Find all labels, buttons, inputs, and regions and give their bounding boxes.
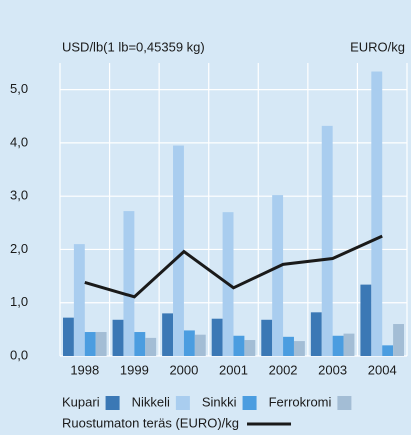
y-tick-label: 1,0 (10, 294, 28, 309)
y-axis-label-left: USD/lb(1 lb=0,45359 kg) (62, 39, 205, 54)
bar (321, 125, 333, 356)
legend-label: Kupari (62, 394, 100, 409)
line (84, 234, 383, 299)
legend-label: Nikkeli (132, 394, 170, 409)
bar (382, 345, 394, 356)
bar (173, 145, 184, 356)
bar (371, 71, 383, 357)
bar (310, 312, 322, 356)
legend-swatch (175, 396, 190, 410)
x-tick-label: 1998 (70, 362, 99, 377)
bar (162, 313, 174, 356)
x-tick-label: 2003 (318, 362, 347, 377)
x-tick-label: 2000 (169, 362, 198, 377)
bar (73, 244, 85, 356)
bar (393, 324, 404, 356)
bar (84, 332, 96, 356)
x-tick-label: 1999 (120, 362, 149, 377)
y-axis-label-right: EURO/kg (350, 39, 405, 54)
bar (123, 211, 135, 356)
bar (112, 319, 124, 356)
legend-swatch (337, 396, 352, 410)
x-tick-label: 2004 (368, 362, 397, 377)
bar (343, 333, 355, 356)
x-tick-label: 2001 (219, 362, 248, 377)
bar (261, 319, 273, 356)
bar (332, 335, 344, 356)
y-tick-label: 0,0 (10, 347, 28, 362)
bar (134, 332, 146, 356)
y-tick-label: 3,0 (10, 188, 28, 203)
legend-swatch (105, 396, 120, 410)
bar (283, 336, 294, 356)
bar (293, 341, 305, 356)
bar (63, 317, 74, 356)
legend-label: Ferrokromi (269, 394, 332, 409)
bar (183, 330, 195, 356)
bar (95, 332, 107, 356)
legend-swatch (242, 396, 257, 410)
bar (272, 195, 284, 356)
y-tick-label: 4,0 (10, 134, 28, 149)
y-tick-label: 2,0 (10, 241, 28, 256)
bar (244, 340, 256, 356)
y-tick-label: 5,0 (10, 81, 28, 96)
bar (211, 318, 223, 356)
legend-label: Sinkki (202, 394, 237, 409)
bar (233, 335, 245, 356)
bar (145, 337, 157, 356)
bar (194, 334, 206, 356)
legend-label: Ruostumaton teräs (EURO)/kg (62, 415, 239, 430)
bar (360, 284, 372, 356)
x-tick-label: 2002 (269, 362, 298, 377)
